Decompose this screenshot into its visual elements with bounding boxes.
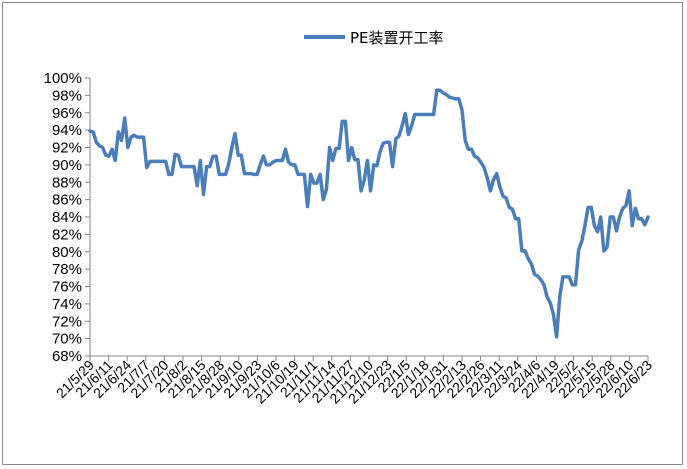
y-tick-label: 94% [52, 122, 82, 139]
y-tick-label: 82% [52, 226, 82, 243]
y-tick-label: 70% [52, 331, 82, 348]
legend: PE装置开工率 [304, 29, 444, 47]
y-tick-label: 86% [52, 192, 82, 209]
y-tick-label: 90% [52, 157, 82, 174]
y-tick-label: 74% [52, 296, 82, 313]
y-tick-label: 98% [52, 87, 82, 104]
plot-area [88, 88, 650, 339]
y-tick-label: 80% [52, 244, 82, 261]
y-tick-label: 84% [52, 209, 82, 226]
y-axis: 68%70%72%74%76%78%80%82%84%86%88%90%92%9… [44, 70, 91, 365]
y-tick-label: 88% [52, 174, 82, 191]
y-tick-label: 100% [44, 70, 82, 87]
y-tick-label: 72% [52, 313, 82, 330]
y-tick-label: 78% [52, 261, 82, 278]
y-tick-label: 92% [52, 140, 82, 157]
y-tick-label: 68% [52, 348, 82, 365]
chart-frame [2, 2, 683, 465]
legend-label: PE装置开工率 [350, 29, 444, 47]
y-tick-label: 76% [52, 279, 82, 296]
y-tick-label: 96% [52, 105, 82, 122]
x-axis: 21/5/2921/6/1121/6/2421/7/721/7/2021/8/2… [53, 355, 655, 407]
series-line [88, 88, 650, 339]
